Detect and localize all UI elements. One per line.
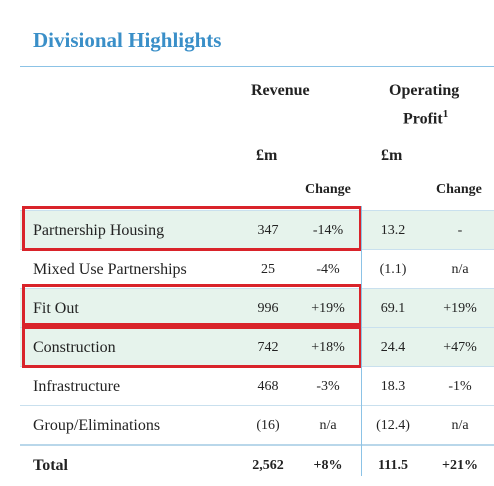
cell-revenue-change: +8% — [313, 458, 343, 473]
cell-profit: 13.2 — [380, 223, 406, 238]
revenue-header: Revenue — [251, 82, 310, 99]
cell-revenue: 742 — [257, 340, 279, 355]
table-row: Total 2,562 +8% 111.5 +21% — [20, 444, 494, 485]
cell-revenue: 25 — [261, 262, 275, 277]
cell-revenue-change: -14% — [312, 223, 344, 238]
row-label: Infrastructure — [33, 378, 121, 395]
cell-revenue: 996 — [257, 301, 279, 316]
footnote-marker: 1 — [442, 108, 449, 120]
revenue-unit: £m — [256, 147, 278, 164]
operating-header: Operating — [389, 82, 460, 99]
cell-profit-change: n/a — [451, 418, 469, 433]
profit-unit: £m — [381, 147, 403, 164]
cell-profit: (12.4) — [376, 418, 410, 433]
cell-revenue: 2,562 — [252, 458, 284, 473]
cell-profit-change: - — [457, 223, 463, 238]
row-label: Construction — [33, 339, 116, 356]
cell-profit: 18.3 — [380, 379, 406, 394]
cell-profit: 111.5 — [378, 458, 408, 473]
row-label: Group/Eliminations — [33, 417, 161, 434]
cell-revenue-change: -4% — [316, 262, 340, 277]
cell-profit-change: -1% — [448, 379, 472, 394]
table-row: Partnership Housing 347 -14% 13.2 - — [20, 210, 494, 250]
table-row: Fit Out 996 +19% 69.1 +19% — [20, 288, 494, 328]
cell-profit-change: +19% — [443, 301, 477, 316]
cell-revenue-change: -3% — [316, 379, 340, 394]
cell-revenue-change: +18% — [311, 340, 345, 355]
title: Divisional Highlights — [33, 28, 222, 52]
row-label: Partnership Housing — [33, 222, 165, 239]
table-row: Infrastructure 468 -3% 18.3 -1% — [20, 366, 494, 406]
cell-profit-change: +21% — [442, 458, 478, 473]
cell-revenue-change: +19% — [311, 301, 345, 316]
profit-header: Profit1 — [403, 108, 448, 128]
row-label: Fit Out — [33, 300, 79, 317]
cell-revenue: 468 — [257, 379, 279, 394]
cell-revenue-change: n/a — [319, 418, 337, 433]
row-label: Total — [33, 457, 68, 474]
table-row: Mixed Use Partnerships 25 -4% (1.1) n/a — [20, 249, 494, 289]
cell-revenue: 347 — [257, 223, 279, 238]
revenue-change-header: Change — [305, 182, 351, 197]
cell-profit: 69.1 — [380, 301, 406, 316]
table-row: Construction 742 +18% 24.4 +47% — [20, 327, 494, 367]
profit-change-header: Change — [436, 182, 482, 197]
cell-revenue: (16) — [256, 418, 280, 433]
profit-label: Profit — [403, 110, 443, 128]
cell-profit-change: n/a — [451, 262, 469, 277]
table-row: Group/Eliminations (16) n/a (12.4) n/a — [20, 405, 494, 445]
cell-profit-change: +47% — [443, 340, 477, 355]
cell-profit: 24.4 — [380, 340, 406, 355]
column-divider — [361, 206, 362, 476]
row-label: Mixed Use Partnerships — [33, 261, 187, 278]
cell-profit: (1.1) — [379, 262, 407, 277]
title-rule — [20, 66, 494, 67]
